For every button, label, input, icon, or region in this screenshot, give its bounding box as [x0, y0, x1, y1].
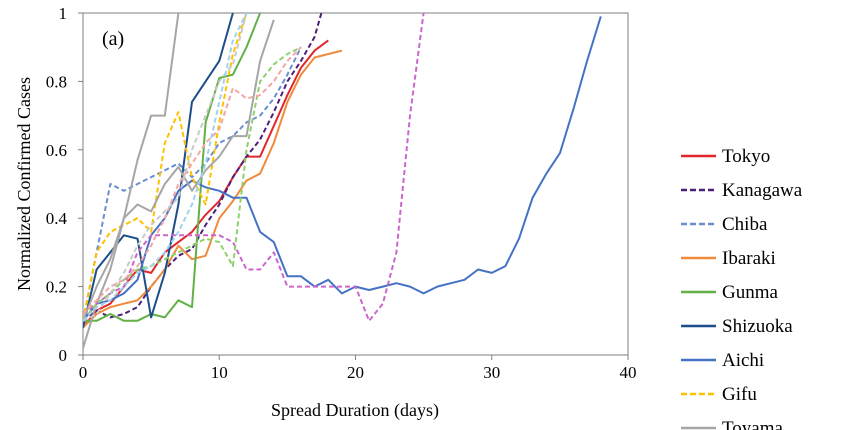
x-tick-label: 10 — [211, 363, 228, 382]
series-line-gunma — [83, 13, 262, 322]
y-tick-label: 0 — [59, 346, 68, 365]
x-tick-label: 40 — [620, 363, 637, 382]
y-tick-label: 0.2 — [46, 278, 67, 297]
y-axis-title: Normalized Confirmed Cases — [14, 77, 34, 291]
legend-label-shizuoka: Shizuoka — [722, 316, 793, 337]
legend-label-gifu: Gifu — [722, 384, 757, 405]
legend-label-toyama: Toyama — [722, 418, 783, 430]
y-tick-label: 1 — [59, 4, 68, 23]
plot-frame — [82, 12, 629, 356]
axes-group: 0 10 20 30 40 0 0.2 0.4 0.6 0.8 1 — [46, 4, 637, 382]
series-group — [83, 13, 602, 349]
legend-label-kanagawa: Kanagawa — [722, 180, 803, 201]
series-line-toyama — [83, 13, 180, 349]
series-line-chiba — [83, 46, 302, 321]
legend-label-aichi: Aichi — [722, 350, 764, 371]
x-axis-title: Spread Duration (days) — [271, 400, 439, 421]
series-line-gifu — [83, 13, 248, 321]
panel-label: (a) — [102, 28, 124, 50]
series-line-unlabeled-12 — [83, 46, 302, 315]
series-line-ibaraki — [83, 49, 343, 329]
legend-label-tokyo: Tokyo — [722, 146, 770, 167]
series-line-unlabeled-9 — [83, 19, 275, 322]
series-line-kanagawa — [83, 13, 323, 322]
series-line-unlabeled-14 — [83, 13, 248, 322]
y-tick-label: 0.8 — [46, 72, 67, 91]
legend: Tokyo Kanagawa Chiba Ibaraki Gunma Shizuoka Ai… — [681, 146, 803, 430]
x-tick-label: 0 — [79, 363, 88, 382]
x-tick-label: 30 — [483, 363, 500, 382]
series-line-unlabeled-10 — [83, 13, 425, 322]
x-tick-label: 20 — [347, 363, 364, 382]
legend-label-gunma: Gunma — [722, 282, 779, 303]
legend-label-ibaraki: Ibaraki — [722, 248, 776, 269]
y-tick-label: 0.4 — [46, 209, 68, 228]
legend-label-chiba: Chiba — [722, 214, 768, 235]
y-tick-label: 0.6 — [46, 141, 67, 160]
series-line-unlabeled-11 — [83, 46, 302, 322]
series-line-shizuoka — [83, 13, 234, 328]
series-line-unlabeled-13 — [83, 13, 248, 322]
